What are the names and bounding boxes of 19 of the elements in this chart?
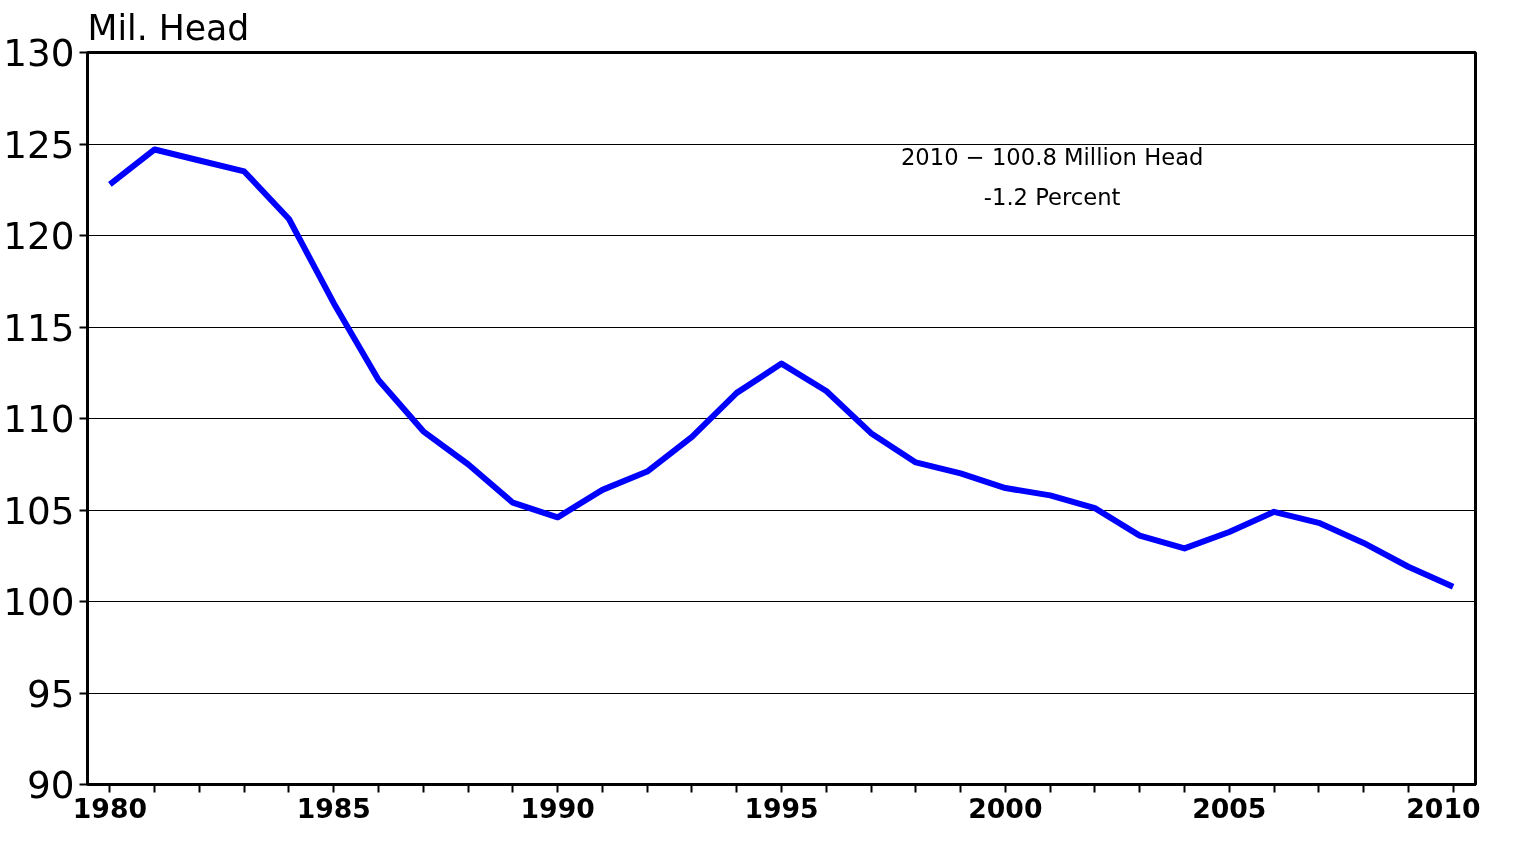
y-tick-label: 105 [3,488,75,533]
y-tick-label: 130 [3,31,75,75]
y-tick-label: 120 [3,214,75,258]
y-tick-label: 95 [27,671,75,716]
x-tick-label: 1980 [72,792,147,824]
x-tick-label: 2005 [1192,792,1267,824]
y-tick-label: 125 [3,122,75,167]
annotation: 2010 − 100.8 Million Head [900,143,1204,170]
y-tick-label: 100 [3,580,75,624]
x-tick-label: 1995 [744,792,819,824]
x-tick-label: 2000 [968,792,1043,824]
x-tick-label: 1985 [296,792,371,824]
x-tick-label: 1990 [520,792,595,824]
y-tick-label: 90 [27,763,75,807]
annotation: -1.2 Percent [983,183,1121,210]
y-tick-label: 115 [3,305,75,350]
y-tick-label: 110 [3,397,75,441]
y-axis-title: Mil. Head [87,7,250,48]
x-tick-label: 2010 [1406,792,1481,824]
